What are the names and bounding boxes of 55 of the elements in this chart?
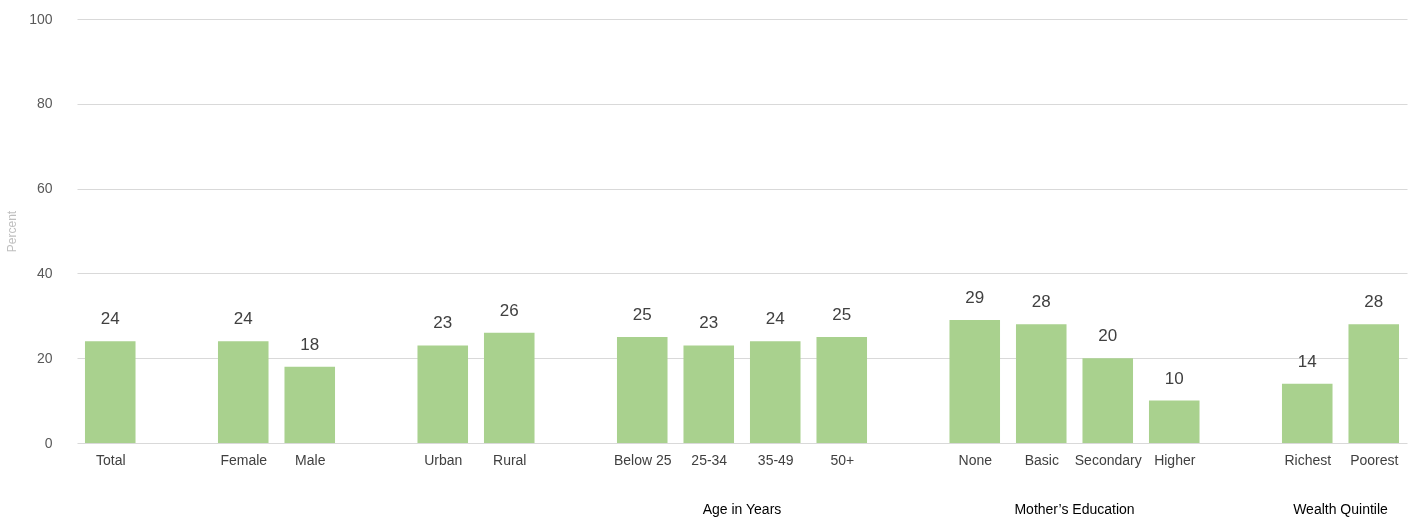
x-tick-label: 50+ (830, 451, 855, 468)
data-label: 20 (1098, 326, 1118, 346)
y-tick-label: 0 (44, 434, 53, 451)
x-tick-label: Urban (424, 451, 463, 468)
bar (284, 366, 336, 443)
bar (683, 345, 735, 443)
text: Wealth Quintile (1293, 501, 1389, 517)
data-label: 28 (1364, 292, 1384, 312)
x-tick-label: Rural (493, 451, 527, 468)
data-label: 29 (965, 288, 985, 308)
data-label: 24 (100, 309, 120, 329)
bar (483, 332, 535, 443)
bar (816, 337, 868, 443)
data-label: 26 (499, 300, 519, 320)
bar (1281, 383, 1333, 443)
x-tick-label: Higher (1154, 451, 1196, 468)
bar (217, 341, 269, 443)
data-label: 24 (765, 309, 785, 329)
bar (1148, 400, 1200, 443)
y-tick-label: 40 (36, 264, 53, 281)
bar (1015, 324, 1067, 443)
data-label: 24 (233, 309, 253, 329)
x-tick-label: Male (295, 451, 326, 468)
y-axis-title: Percent (5, 210, 20, 253)
x-tick-label: Below 25 (613, 451, 672, 468)
data-label: 23 (433, 313, 453, 333)
bar (1348, 324, 1400, 443)
x-tick-label: Female (220, 451, 268, 468)
data-label: 23 (699, 313, 719, 333)
y-tick-label: 80 (36, 95, 53, 112)
bar (417, 345, 469, 443)
x-tick-label: Secondary (1074, 451, 1142, 468)
bar (84, 341, 136, 443)
y-tick-label: 60 (36, 180, 53, 197)
bar (949, 320, 1001, 443)
x-tick-label: None (958, 451, 993, 468)
data-label: 25 (632, 305, 652, 324)
data-label: 28 (1031, 292, 1051, 312)
x-tick-label: 35-49 (757, 451, 794, 468)
data-label: 25 (832, 305, 852, 324)
y-tick-label: 20 (36, 349, 53, 366)
x-tick-label: 25-34 (691, 451, 728, 468)
data-label: 18 (300, 334, 320, 354)
text: Mother’s Education (1014, 501, 1135, 517)
data-label: 14 (1297, 351, 1317, 371)
x-tick-label: Basic (1024, 451, 1059, 468)
x-tick-label: Total (95, 451, 126, 468)
bar (616, 337, 668, 443)
bar (1082, 358, 1134, 443)
text: Age in Years (702, 501, 782, 517)
y-tick-label: 100 (29, 10, 53, 27)
x-tick-label: Poorest (1350, 451, 1399, 468)
x-tick-label: Richest (1284, 451, 1332, 468)
data-label: 10 (1164, 368, 1184, 388)
bar (749, 341, 801, 443)
